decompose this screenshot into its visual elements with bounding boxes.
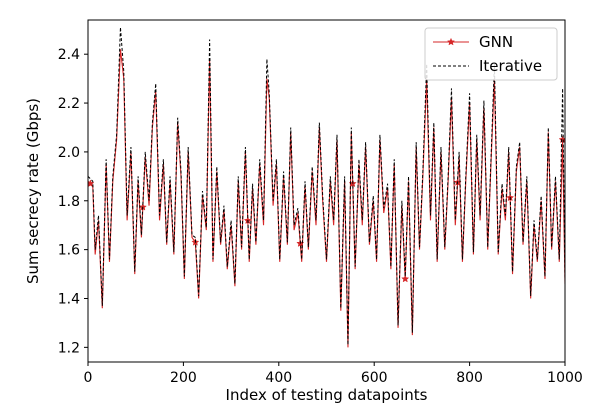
series-line-gnn bbox=[88, 49, 565, 348]
y-tick-label: 1.4 bbox=[58, 291, 80, 307]
legend-label-gnn: GNN bbox=[479, 33, 513, 51]
legend-label-iterative: Iterative bbox=[479, 57, 542, 75]
y-tick-label: 2.2 bbox=[58, 96, 80, 112]
x-tick-label: 800 bbox=[456, 370, 483, 386]
series-line-iterative bbox=[88, 27, 565, 345]
y-tick-label: 1.8 bbox=[58, 194, 80, 210]
x-tick-label: 200 bbox=[170, 370, 197, 386]
plot-frame bbox=[87, 19, 566, 363]
series-marker-gnn bbox=[88, 179, 95, 188]
legend-marker-gnn bbox=[446, 37, 456, 46]
y-axis-title: Sum secrecy rate (Gbps) bbox=[24, 98, 42, 284]
series-layer bbox=[88, 27, 565, 348]
y-tick-label: 2.4 bbox=[58, 47, 80, 63]
series-marker-gnn bbox=[401, 274, 410, 283]
y-tick-label: 1.2 bbox=[58, 340, 80, 356]
y-tick-label: 2.0 bbox=[58, 145, 80, 161]
x-tick-label: 600 bbox=[361, 370, 388, 386]
x-axis: 0 200 400 600 800 1000 bbox=[84, 362, 583, 386]
x-tick-label: 1000 bbox=[547, 370, 583, 386]
y-tick-label: 1.6 bbox=[58, 243, 80, 259]
x-tick-label: 0 bbox=[84, 370, 93, 386]
legend: GNN Iterative bbox=[424, 27, 558, 81]
legend-box bbox=[424, 27, 558, 81]
x-axis-title: Index of testing datapoints bbox=[226, 386, 428, 404]
x-tick-label: 400 bbox=[265, 370, 292, 386]
y-axis: 1.2 1.4 1.6 1.8 2.0 2.2 2.4 bbox=[58, 47, 88, 356]
